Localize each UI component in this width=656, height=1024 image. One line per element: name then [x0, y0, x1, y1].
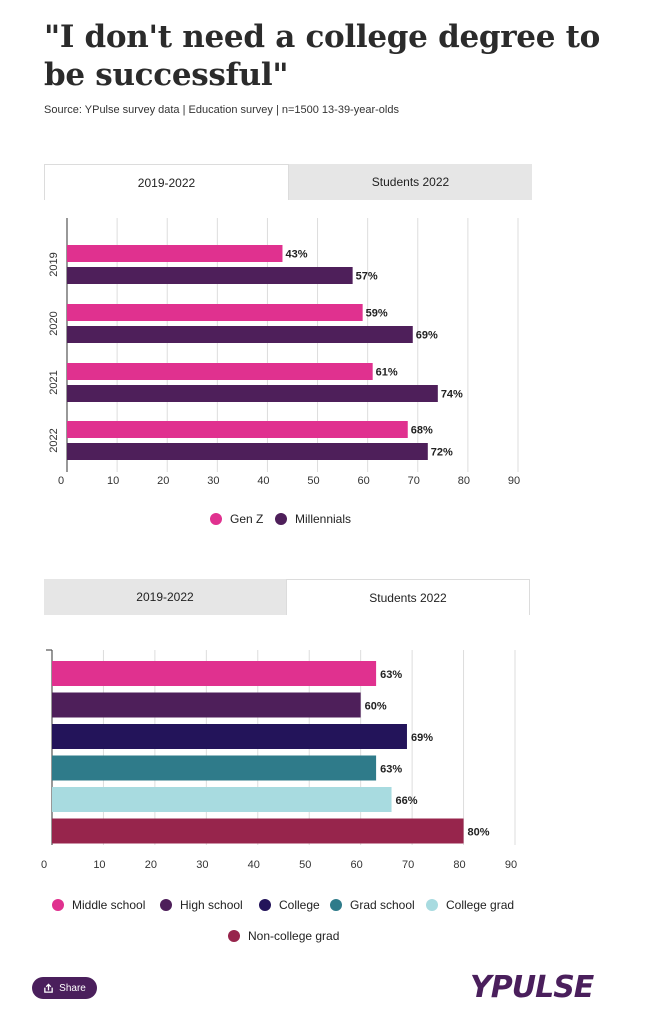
tab-students-2022[interactable]: Students 2022 — [289, 164, 532, 200]
bar — [52, 787, 392, 812]
bar — [67, 267, 353, 284]
x-tick-label: 90 — [508, 475, 520, 487]
bar — [52, 724, 407, 749]
x-tick-label: 0 — [41, 859, 47, 871]
legend-swatch — [52, 899, 64, 911]
legend-item[interactable]: Grad school — [330, 898, 415, 912]
y-tick-label: 2022 — [48, 428, 60, 452]
x-tick-label: 90 — [505, 859, 517, 871]
legend-swatch — [210, 513, 222, 525]
legend-item[interactable]: Gen Z — [210, 512, 263, 526]
x-tick-label: 70 — [408, 475, 420, 487]
x-tick-label: 10 — [107, 475, 119, 487]
x-tick-label: 20 — [145, 859, 157, 871]
bar — [67, 304, 363, 321]
legend-label: Millennials — [295, 512, 352, 526]
legend-item[interactable]: High school — [160, 898, 243, 912]
data-label: 57% — [356, 271, 378, 283]
legend-swatch — [426, 899, 438, 911]
legend-label: College grad — [446, 898, 515, 912]
x-tick-label: 40 — [257, 475, 269, 487]
legend-swatch — [275, 513, 287, 525]
legend-item[interactable]: Non-college grad — [228, 929, 339, 943]
chart1-tabs: 2019-2022 Students 2022 — [44, 164, 532, 200]
x-tick-label: 0 — [58, 475, 64, 487]
bar — [52, 818, 464, 844]
y-tick-label: 2021 — [48, 370, 60, 394]
x-tick-label: 50 — [299, 859, 311, 871]
legend-swatch — [259, 899, 271, 911]
source-note: Source: YPulse survey data | Education s… — [44, 104, 399, 116]
bar — [67, 363, 373, 380]
data-label: 59% — [366, 308, 388, 320]
tab-2019-2022[interactable]: 2019-2022 — [44, 164, 289, 200]
logo-text: YPULSE — [470, 969, 594, 1005]
chart-students: 0 10 20 30 40 50 60 70 80 90 63% 60% 69% 63% 66% 80% — [41, 649, 517, 871]
x-tick-label: 50 — [307, 475, 319, 487]
bar — [67, 326, 413, 343]
data-label: 63% — [380, 669, 402, 681]
x-tick-label: 40 — [248, 859, 260, 871]
legend-label: Middle school — [72, 898, 146, 912]
legend-swatch — [330, 899, 342, 911]
tab-2019-2022[interactable]: 2019-2022 — [44, 579, 286, 615]
bar — [52, 755, 377, 781]
bar — [67, 385, 438, 402]
tab-students-2022[interactable]: Students 2022 — [286, 579, 530, 615]
legend-swatch — [228, 930, 240, 942]
share-button[interactable]: Share — [32, 977, 97, 999]
legend-swatch — [160, 899, 172, 911]
legend-item[interactable]: Millennials — [275, 512, 351, 526]
x-tick-label: 30 — [196, 859, 208, 871]
page-title: "I don't need a college degree to be suc… — [44, 19, 601, 93]
legend-label: High school — [180, 898, 243, 912]
bar — [52, 661, 377, 686]
x-tick-label: 80 — [458, 475, 470, 487]
x-tick-label: 80 — [453, 859, 465, 871]
bar — [52, 692, 361, 718]
y-tick-label: 2020 — [48, 311, 60, 335]
data-label: 72% — [431, 447, 453, 459]
x-tick-label: 30 — [207, 475, 219, 487]
data-label: 43% — [285, 249, 307, 261]
ypulse-logo: YPULSE — [470, 968, 594, 1006]
y-tick-label: 2019 — [48, 252, 60, 276]
data-label: 69% — [411, 732, 433, 744]
data-label: 69% — [416, 330, 438, 342]
data-label: 63% — [380, 764, 402, 776]
legend-label: Gen Z — [230, 512, 264, 526]
bar — [67, 443, 428, 460]
x-tick-label: 60 — [351, 859, 363, 871]
chart2-tabs: 2019-2022 Students 2022 — [44, 579, 530, 615]
x-tick-label: 10 — [93, 859, 105, 871]
data-label: 60% — [365, 701, 387, 713]
bar — [67, 245, 283, 262]
legend-label: Non-college grad — [248, 929, 340, 943]
share-icon — [44, 982, 53, 993]
data-label: 66% — [396, 795, 418, 807]
legend-item[interactable]: College grad — [426, 898, 514, 912]
legend-item[interactable]: College — [259, 898, 320, 912]
x-tick-label: 20 — [157, 475, 169, 487]
bar — [67, 421, 408, 438]
legend-label: Grad school — [350, 898, 415, 912]
chart-yearly: 0 10 20 30 40 50 60 70 80 90 43% 57% 2019 59% 69% 2020 6… — [48, 218, 520, 487]
x-tick-label: 70 — [402, 859, 414, 871]
x-tick-label: 60 — [358, 475, 370, 487]
legend-label: College — [279, 898, 320, 912]
data-label: 74% — [441, 389, 463, 401]
data-label: 68% — [411, 425, 433, 437]
data-label: 80% — [468, 827, 490, 839]
share-label: Share — [59, 982, 86, 994]
data-label: 61% — [376, 367, 398, 379]
legend-item[interactable]: Middle school — [52, 898, 145, 912]
